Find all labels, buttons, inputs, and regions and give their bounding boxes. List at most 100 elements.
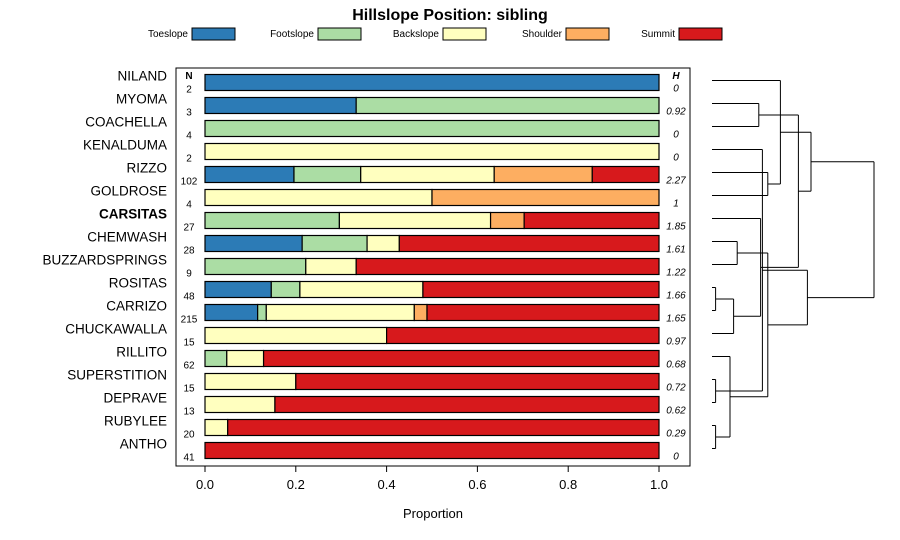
y-label-rubylee: RUBYLEE — [104, 414, 167, 429]
legend-swatch-toeslope — [191, 27, 236, 41]
y-label-antho: ANTHO — [120, 437, 167, 452]
bar-buzzardsprings-backslope — [305, 257, 357, 276]
bar-chemwash-summit — [398, 234, 660, 253]
h-value-chuckawalla: 0.97 — [666, 337, 686, 348]
bar-carrizo-backslope — [265, 303, 415, 322]
h-value-kenalduma: 0 — [673, 153, 679, 164]
bar-coachella-footslope — [204, 119, 660, 138]
n-value-carrizo: 215 — [181, 315, 198, 326]
bar-buzzardsprings-footslope — [204, 257, 307, 276]
bar-rillito-summit — [262, 349, 660, 368]
bar-goldrose-shoulder — [431, 188, 660, 207]
bar-chemwash-backslope — [366, 234, 400, 253]
y-label-chemwash: CHEMWASH — [87, 230, 167, 245]
y-label-superstition: SUPERSTITION — [67, 368, 167, 383]
bar-chuckawalla-summit — [386, 326, 660, 345]
bar-rositas-backslope — [299, 280, 424, 299]
bar-carrizo-toeslope — [204, 303, 259, 322]
bar-deprave-backslope — [204, 395, 276, 414]
y-label-coachella: COACHELLA — [85, 115, 167, 130]
n-value-deprave: 13 — [183, 407, 195, 418]
y-label-rizzo: RIZZO — [127, 161, 168, 176]
bar-rizzo-toeslope — [204, 165, 295, 184]
bar-rizzo-summit — [591, 165, 660, 184]
n-value-myoma: 3 — [186, 108, 192, 119]
bar-rositas-footslope — [270, 280, 301, 299]
n-value-buzzardsprings: 9 — [186, 269, 192, 280]
bar-rositas-toeslope — [204, 280, 272, 299]
bar-chemwash-footslope — [301, 234, 368, 253]
y-label-carrizo: CARRIZO — [106, 299, 167, 314]
bar-carsitas-backslope — [338, 211, 492, 230]
n-value-superstition: 15 — [183, 384, 195, 395]
bar-rubylee-summit — [227, 418, 660, 437]
legend-label-footslope: Footslope — [270, 29, 314, 40]
n-value-rositas: 48 — [183, 292, 195, 303]
y-label-kenalduma: KENALDUMA — [83, 138, 167, 153]
legend-label-toeslope: Toeslope — [148, 29, 188, 40]
h-value-coachella: 0 — [673, 130, 679, 141]
y-label-deprave: DEPRAVE — [103, 391, 167, 406]
x-axis-label: Proportion — [403, 506, 463, 521]
bar-rillito-footslope — [204, 349, 228, 368]
h-value-deprave: 0.62 — [666, 406, 686, 417]
x-tick-label-0-4: 0.4 — [378, 477, 396, 492]
bar-rizzo-backslope — [360, 165, 495, 184]
h-value-goldrose: 1 — [673, 199, 679, 210]
bar-carsitas-summit — [523, 211, 660, 230]
n-value-goldrose: 4 — [186, 200, 192, 211]
n-value-carsitas: 27 — [183, 223, 195, 234]
chart-title: Hillslope Position: sibling — [352, 7, 548, 24]
bars-group — [204, 73, 660, 460]
x-tick-label-0-6: 0.6 — [468, 477, 486, 492]
n-value-chemwash: 28 — [183, 246, 195, 257]
y-label-niland: NILAND — [117, 69, 167, 84]
bar-myoma-toeslope — [204, 96, 357, 115]
h-value-rositas: 1.66 — [666, 291, 686, 302]
h-value-carrizo: 1.65 — [666, 314, 686, 325]
y-label-goldrose: GOLDROSE — [90, 184, 167, 199]
h-value-antho: 0 — [673, 452, 679, 463]
bar-kenalduma-backslope — [204, 142, 660, 161]
n-value-antho: 41 — [183, 453, 195, 464]
n-header: N — [185, 71, 192, 82]
bar-chemwash-toeslope — [204, 234, 303, 253]
h-value-rillito: 0.68 — [666, 360, 686, 371]
n-column: N 2 3 4 2 102 4 27 28 9 48 215 15 62 15 13 20 41 — [181, 71, 198, 464]
legend: Toeslope Footslope Backslope Shoulder Summit — [148, 27, 723, 41]
y-label-buzzardsprings: BUZZARDSPRINGS — [42, 253, 167, 268]
h-value-chemwash: 1.61 — [666, 245, 685, 256]
legend-swatch-footslope — [317, 27, 362, 41]
bar-carrizo-shoulder — [413, 303, 428, 322]
bar-carrizo-footslope — [257, 303, 267, 322]
n-value-rubylee: 20 — [183, 430, 195, 441]
legend-swatch-summit — [678, 27, 723, 41]
bar-deprave-summit — [274, 395, 660, 414]
x-axis: 0.0 0.2 0.4 0.6 0.8 1.0 — [196, 466, 668, 492]
bar-carsitas-shoulder — [489, 211, 525, 230]
x-tick-label-0-2: 0.2 — [287, 477, 305, 492]
dendrogram — [712, 80, 875, 449]
y-label-rillito: RILLITO — [116, 345, 167, 360]
n-value-chuckawalla: 15 — [183, 338, 195, 349]
bar-goldrose-backslope — [204, 188, 433, 207]
legend-label-shoulder: Shoulder — [522, 29, 563, 40]
bar-rubylee-backslope — [204, 418, 229, 437]
n-value-coachella: 4 — [186, 131, 192, 142]
bar-rizzo-shoulder — [493, 165, 593, 184]
x-tick-label-1-0: 1.0 — [650, 477, 668, 492]
bar-buzzardsprings-summit — [355, 257, 660, 276]
bar-superstition-backslope — [204, 372, 297, 391]
h-column: H 0 0.92 0 0 2.27 1 1.85 1.61 1.22 1.66 1.65 0.97 0.6… — [665, 71, 686, 463]
n-value-rillito: 62 — [183, 361, 195, 372]
h-value-myoma: 0.92 — [666, 107, 686, 118]
h-value-carsitas: 1.85 — [666, 222, 686, 233]
bar-myoma-footslope — [355, 96, 660, 115]
x-tick-label-0-0: 0.0 — [196, 477, 214, 492]
h-value-rizzo: 2.27 — [665, 176, 686, 187]
y-label-chuckawalla: CHUCKAWALLA — [65, 322, 167, 337]
h-value-superstition: 0.72 — [666, 383, 686, 394]
legend-swatch-backslope — [442, 27, 487, 41]
bar-rillito-backslope — [226, 349, 265, 368]
plot-frame — [175, 67, 691, 467]
